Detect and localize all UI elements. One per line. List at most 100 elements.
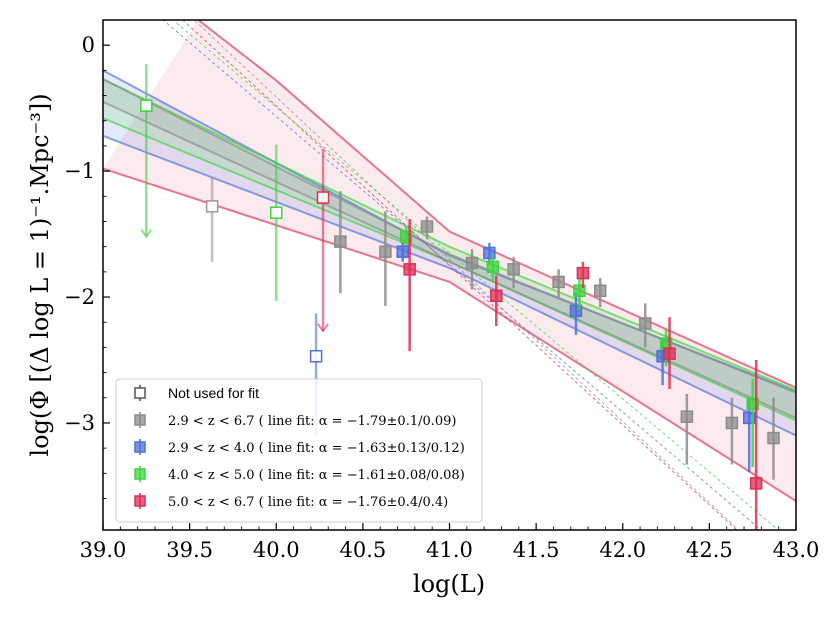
data-point (140, 64, 153, 239)
marker-filled (680, 410, 694, 423)
fit-band-upper-2 (103, 78, 796, 392)
legend-label: 2.9 < z < 6.7 ( line fit: α = −1.79±0.1/… (168, 414, 457, 429)
x-tick-label: 42.5 (686, 538, 733, 562)
x-axis-label: log(L) (413, 570, 485, 598)
legend-item: 5.0 < z < 6.7 ( line fit: α = −1.76±0.4/… (134, 493, 448, 510)
data-point (725, 397, 739, 465)
marker-filled (552, 275, 565, 289)
data-point (639, 303, 652, 348)
legend-item: 2.9 < z < 4.0 ( line fit: α = −1.63±0.13… (134, 439, 465, 456)
data-point (767, 397, 780, 480)
data-point (573, 279, 586, 310)
x-tick-label: 40.5 (339, 538, 386, 562)
data-point (486, 254, 500, 281)
data-point (205, 177, 219, 262)
upper-limit-arrow (140, 229, 153, 239)
marker-filled (490, 289, 503, 303)
data-point (746, 378, 759, 468)
legend-label: Not used for fit (168, 385, 259, 401)
fit-band-lower-1 (103, 134, 796, 437)
data-point (576, 261, 590, 289)
marker-filled (767, 431, 780, 445)
marker-open (205, 200, 219, 213)
x-tick-label: 41.0 (426, 538, 473, 562)
data-point (420, 216, 434, 240)
marker-filled (396, 245, 409, 258)
marker-filled (749, 477, 763, 490)
fit-band-0 (103, 79, 796, 418)
fit-band-lower-0 (103, 100, 796, 419)
data-point (396, 242, 409, 262)
data-point (465, 249, 479, 290)
marker-open (309, 349, 323, 363)
fit-band-upper-3 (197, 20, 796, 389)
marker-filled (379, 245, 392, 258)
marker-open (140, 99, 153, 112)
fit-line-0 (193, 20, 740, 530)
data-point (663, 317, 676, 389)
marker-filled (420, 220, 434, 233)
legend-marker-open (134, 387, 146, 399)
legend-marker-filled (134, 468, 146, 480)
data-point (270, 144, 283, 301)
fit-line-3 (182, 20, 738, 530)
legend-label: 5.0 < z < 6.7 ( line fit: α = −1.76±0.4/… (168, 495, 448, 510)
marker-filled (593, 284, 607, 297)
marker-filled (486, 260, 500, 274)
y-tick-label: −3 (64, 411, 95, 435)
y-tick-label: 0 (82, 33, 95, 57)
x-tick-label: 42.0 (599, 538, 646, 562)
marker-filled (576, 266, 590, 280)
legend: Not used for fit 2.9 < z < 6.7 ( line fit… (115, 378, 483, 523)
data-point (593, 278, 607, 308)
data-point (403, 218, 416, 352)
legend-item: Not used for fit (134, 385, 259, 401)
marker-open (270, 206, 283, 219)
x-tick-label: 39.5 (166, 538, 213, 562)
data-point (316, 148, 330, 333)
y-tick-label: −2 (64, 285, 95, 309)
fit-band-1 (103, 70, 796, 436)
x-tick-label: 39.0 (80, 538, 127, 562)
fit-band-upper-0 (103, 78, 796, 394)
x-tick-label: 40.0 (253, 538, 300, 562)
marker-filled (746, 397, 759, 411)
y-tick-label: −1 (64, 159, 95, 183)
data-point (334, 191, 347, 294)
marker-filled (725, 416, 739, 430)
marker-filled (742, 411, 756, 425)
data-point (507, 256, 520, 289)
data-point (569, 292, 583, 335)
x-tick-label: 41.5 (513, 538, 560, 562)
legend-item: 2.9 < z < 6.7 ( line fit: α = −1.79±0.1/… (134, 412, 457, 429)
data-point (552, 269, 565, 298)
legend-label: 4.0 < z < 5.0 ( line fit: α = −1.61±0.08… (168, 468, 465, 483)
marker-filled (403, 263, 416, 276)
marker-filled (399, 230, 413, 243)
data-point (749, 360, 763, 530)
data-point (379, 211, 392, 306)
legend-label: 2.9 < z < 4.0 ( line fit: α = −1.63±0.13… (168, 441, 465, 456)
marker-filled (639, 317, 652, 330)
fit-line-1 (162, 20, 762, 530)
marker-filled (483, 246, 496, 260)
marker-open (316, 191, 330, 204)
legend-item: 4.0 < z < 5.0 ( line fit: α = −1.61±0.08… (134, 466, 465, 483)
upper-limit-arrow (317, 323, 329, 333)
marker-filled (334, 235, 347, 248)
marker-filled (465, 256, 479, 270)
marker-filled (663, 347, 676, 360)
fit-band-3 (103, 20, 796, 502)
y-axis-label: log(Φ [(Δ log L = 1)⁻¹.Mpc⁻³]) (26, 93, 54, 456)
legend-box (115, 378, 483, 523)
data-point (399, 227, 413, 246)
data-point (490, 275, 503, 326)
legend-marker-filled (134, 441, 146, 453)
fit-band-lower-3 (103, 167, 796, 502)
legend-marker-filled (134, 414, 146, 426)
fit-line-2 (172, 20, 780, 530)
marker-filled (573, 284, 586, 297)
marker-filled (569, 304, 583, 318)
data-point (680, 394, 694, 465)
